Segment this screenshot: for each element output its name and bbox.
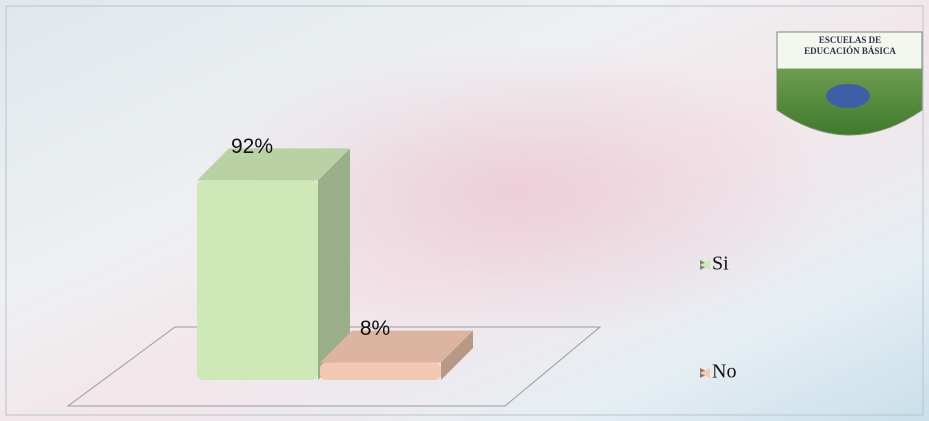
logo-text: ESCUELAS DE	[819, 35, 881, 45]
legend-swatch	[700, 368, 710, 378]
data-label: 92%	[231, 135, 273, 158]
legend-label: No	[712, 361, 736, 383]
frame	[5, 5, 924, 416]
logo-text: EDUCACIÓN BÁSICA	[804, 46, 896, 56]
bar	[320, 362, 441, 380]
bar	[197, 180, 318, 380]
floor	[66, 326, 602, 407]
bar-top	[320, 330, 473, 363]
bar-side	[441, 330, 473, 380]
logo-book	[826, 84, 870, 108]
logo-shield	[776, 31, 923, 136]
legend-swatch	[700, 260, 710, 270]
logo: ESCUELAS DE EDUCACIÓN BÁSICA	[776, 31, 923, 136]
legend-label: Si	[712, 253, 729, 275]
bar-side	[318, 148, 350, 380]
bar-top	[197, 148, 350, 181]
data-label: 8%	[360, 317, 390, 340]
